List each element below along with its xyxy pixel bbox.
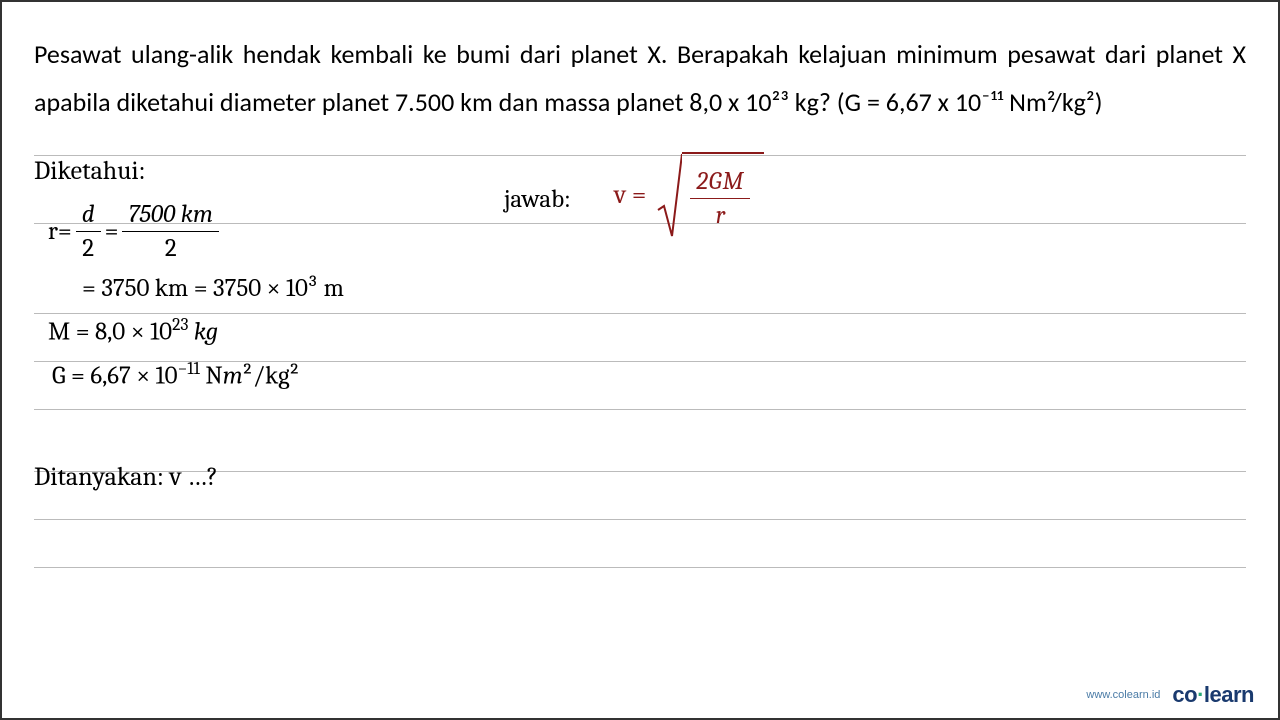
footer-url: www.colearn.id (1086, 689, 1160, 701)
mass-prefix: M = 8,0 × 10 (48, 318, 172, 347)
g-unit-n: N (200, 361, 223, 390)
diketahui-label: Diketahui: (34, 156, 344, 186)
frac-num: d (76, 200, 101, 232)
rule-line (34, 520, 1246, 568)
fraction-2gm-r: 2GM r (690, 167, 750, 230)
radius-result: = 3750 km = 3750 × 10³ m (82, 274, 344, 303)
logo-prefix: co (1172, 682, 1197, 707)
formula-lhs: v = (614, 180, 646, 210)
mass-unit: kg (188, 318, 218, 347)
g-exp: −11 (178, 359, 200, 379)
sqrt-expression: 2GM r (656, 152, 764, 238)
footer: www.colearn.id co·learn (1086, 682, 1254, 708)
escape-velocity-formula: v = 2GM r (614, 152, 764, 238)
g-unit-m: m (223, 361, 243, 390)
logo-suffix: learn (1204, 682, 1254, 707)
question-text: Pesawat ulang-alik hendak kembali ke bum… (34, 30, 1246, 126)
logo-dot: · (1197, 682, 1204, 707)
g-prefix: G = 6,67 × 10 (52, 361, 178, 390)
frac-den: 2 (159, 232, 183, 263)
radius-equation: r = d 2 = 7500 km 2 (48, 194, 344, 268)
g-constant-line: G = 6,67 × 10−11 Nm²/kg² (52, 359, 344, 390)
colearn-logo: co·learn (1172, 682, 1254, 708)
fraction-d-2: d 2 (76, 200, 101, 263)
mass-exp: 23 (172, 315, 188, 335)
g-unit-rest: ²/kg² (243, 361, 300, 390)
frac-num: 2GM (690, 167, 750, 199)
frac-num: 7500 km (122, 200, 219, 232)
eq-sign: = (105, 217, 119, 246)
fraction-7500-2: 7500 km 2 (122, 200, 219, 263)
frac-den: r (710, 199, 731, 230)
mass-line: M = 8,0 × 1023 kg (48, 315, 344, 346)
radical-icon (656, 152, 682, 238)
sqrt-content: 2GM r (682, 152, 764, 238)
r-var: r (48, 217, 58, 246)
frac-den: 2 (76, 232, 100, 263)
jawab-label: jawab: (504, 185, 570, 214)
answer-column: jawab: v = 2GM r (504, 156, 764, 242)
ditanyakan-label: Ditanyakan: v …? (34, 462, 344, 492)
page-container: Pesawat ulang-alik hendak kembali ke bum… (0, 0, 1280, 720)
given-column: Diketahui: r = d 2 = 7500 km 2 = 3750 km… (34, 156, 344, 492)
eq-sign: = (58, 217, 72, 246)
